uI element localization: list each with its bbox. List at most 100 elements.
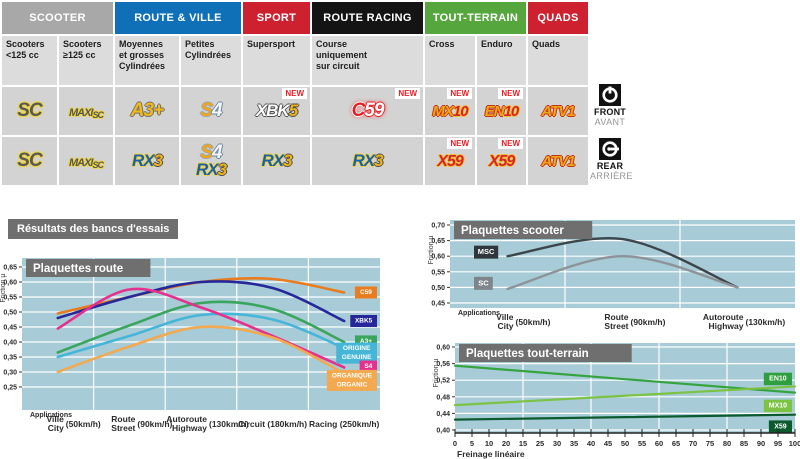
subheader-cell-5: Course uniquement sur circuit bbox=[312, 36, 423, 85]
series-line-origine-genuine bbox=[56, 312, 346, 359]
subheader-cell-1: Scooters ≥125 cc bbox=[59, 36, 113, 85]
series-label-c59 bbox=[354, 286, 377, 299]
series-label-origine-genuine bbox=[336, 342, 377, 364]
x-category-speed: (130km/h) bbox=[209, 419, 249, 429]
chart-plaquettes-scooter: 0,45 0,50 0,55 0,60 0,65 0,70 MSC SC Application… bbox=[428, 220, 795, 331]
series-label-s4 bbox=[359, 360, 377, 373]
product-cell-rear-5: RX3 bbox=[312, 137, 423, 185]
subheader-cell-4: Supersport bbox=[243, 36, 310, 85]
x-tick-label: 85 bbox=[740, 439, 748, 448]
chart-title-banner bbox=[26, 259, 151, 277]
rear-label: REAR bbox=[596, 161, 624, 171]
y-axis-label: Friction µ bbox=[433, 359, 440, 388]
product-logo-RX3: RX3 bbox=[261, 150, 292, 170]
series-line-msc bbox=[506, 237, 739, 289]
series-label-sc bbox=[474, 276, 493, 290]
series-line-en10 bbox=[453, 364, 797, 394]
product-cell-rear-7: NEW X59 bbox=[477, 137, 526, 185]
series-label-text: C59 bbox=[360, 289, 372, 296]
product-logo-SC: SC bbox=[17, 149, 42, 171]
x-category-label: Ville bbox=[496, 312, 514, 322]
product-logo-ATV1: ATV1 bbox=[541, 102, 575, 120]
new-badge: NEW bbox=[282, 88, 307, 99]
subheader-cell-7: Enduro bbox=[477, 36, 526, 85]
chart-plaquettes-tout-terrain: 0,40 0,44 0,48 0,52 0,56 0,60 EN10 MX10 X59 0 5 10 2… bbox=[433, 343, 800, 459]
subheader-cell-2: Moyennes et grosses Cylindrées bbox=[115, 36, 179, 85]
subheader-cell-3: Petites Cylindrées bbox=[181, 36, 241, 85]
category-header-scooter: SCOOTER bbox=[2, 2, 113, 34]
series-label-text: SC bbox=[478, 278, 489, 287]
series-label-en10 bbox=[763, 372, 792, 386]
category-header-route-racing: ROUTE RACING bbox=[312, 2, 423, 34]
x-category-label: Autoroute bbox=[166, 414, 207, 424]
y-tick-label: 0,65 bbox=[431, 238, 445, 245]
chart-title: Plaquettes route bbox=[33, 263, 123, 275]
x-tick-label: 15 bbox=[519, 439, 527, 448]
x-tick-label: 100 bbox=[789, 439, 800, 448]
brake-disc-rear-icon bbox=[599, 138, 621, 160]
product-cell-front-4: NEW XBK5 bbox=[243, 87, 310, 135]
series-label-msc bbox=[474, 245, 499, 259]
x-axis-label: Freinage linéaire bbox=[457, 449, 525, 459]
product-cell-front-7: NEW EN10 bbox=[477, 87, 526, 135]
x-tick-label: 25 bbox=[536, 439, 544, 448]
y-tick-label: 0,52 bbox=[436, 378, 450, 385]
x-tick-label: 0 bbox=[453, 439, 457, 448]
category-header-quads: QUADS bbox=[528, 2, 588, 34]
y-tick-label: 0,40 bbox=[3, 340, 17, 347]
y-tick-label: 0,55 bbox=[431, 269, 445, 276]
subheader-cell-6: Cross bbox=[425, 36, 475, 85]
new-badge: NEW bbox=[498, 88, 523, 99]
new-badge: NEW bbox=[447, 138, 472, 149]
y-axis-label: Friction µ bbox=[0, 274, 7, 303]
x-category-speed: (90km/h) bbox=[631, 317, 666, 327]
chart-title: Plaquettes tout-terrain bbox=[466, 348, 589, 360]
product-cell-rear-3: S4 RX3 bbox=[181, 137, 241, 185]
product-cell-front-8: ATV1 bbox=[528, 87, 588, 135]
x-category-speed: (90km/h) bbox=[137, 419, 172, 429]
y-tick-label: 0,55 bbox=[3, 295, 17, 302]
x-tick-label: 50 bbox=[621, 439, 629, 448]
product-cell-rear-8: ATV1 bbox=[528, 137, 588, 185]
x-category-label: Highway bbox=[709, 321, 744, 331]
x-category-label: Racing (250km/h) bbox=[309, 419, 380, 429]
y-tick-label: 0,35 bbox=[3, 355, 17, 362]
product-cell-front-6: NEW MX10 bbox=[425, 87, 475, 135]
y-tick-label: 0,25 bbox=[3, 385, 17, 392]
series-label-x59 bbox=[768, 420, 792, 433]
series-label-text: ORIGINE bbox=[343, 345, 371, 352]
y-tick-label: 0,48 bbox=[436, 394, 450, 401]
product-cell-rear-6: NEW X59 bbox=[425, 137, 475, 185]
product-logo-ATV1: ATV1 bbox=[541, 152, 575, 170]
y-tick-label: 0,30 bbox=[3, 370, 17, 377]
product-logo-MAXISC: MAXISC bbox=[68, 156, 104, 170]
x-category-label: City bbox=[497, 321, 513, 331]
chart-title: Plaquettes scooter bbox=[461, 225, 564, 237]
product-logo-A3+: A3+ bbox=[130, 99, 164, 121]
y-tick-label: 0,40 bbox=[436, 428, 450, 435]
product-logo-XBK5: XBK5 bbox=[255, 100, 298, 120]
x-category-label: Route bbox=[111, 414, 135, 424]
series-label-mx10 bbox=[763, 399, 792, 413]
front-axle-badge: FRONT AVANT bbox=[590, 84, 630, 127]
x-category-label: Highway bbox=[172, 423, 207, 433]
x-tick-label: 45 bbox=[604, 439, 612, 448]
x-tick-label: 10 bbox=[485, 439, 493, 448]
series-line-mx10 bbox=[453, 385, 797, 407]
subheader-cell-8: Quads bbox=[528, 36, 588, 85]
x-tick-label: 30 bbox=[553, 439, 561, 448]
series-line-xbk5 bbox=[56, 280, 346, 323]
front-sublabel: AVANT bbox=[594, 117, 626, 127]
x-category-speed: (130km/h) bbox=[746, 317, 786, 327]
rear-sublabel: ARRIÈRE bbox=[590, 171, 633, 181]
series-label-text: X59 bbox=[774, 423, 787, 430]
x-category-label: Autoroute bbox=[703, 312, 744, 322]
x-tick-label: 20 bbox=[502, 439, 510, 448]
product-logo-SC: SC bbox=[17, 99, 42, 121]
front-label: FRONT bbox=[594, 107, 626, 117]
product-logo-S4: S4 bbox=[200, 99, 222, 121]
results-title: Résultats des bancs d'essais bbox=[8, 219, 179, 239]
brake-disc-front-icon bbox=[599, 84, 621, 106]
series-label-xbk5 bbox=[350, 315, 377, 327]
